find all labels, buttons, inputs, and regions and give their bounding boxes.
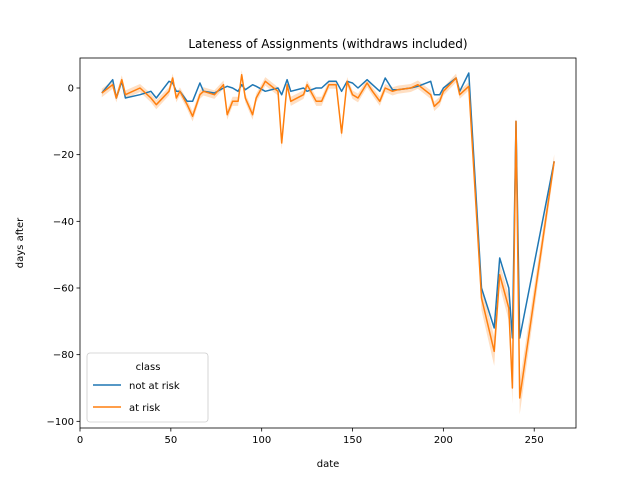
y-tick-label: 0: [68, 84, 74, 95]
series-line-not-at-risk: [101, 72, 555, 339]
x-tick-label: 100: [252, 435, 271, 446]
series-line-at-risk: [101, 73, 555, 399]
y-axis-ticks: 0 −20 −40 −60 −80 −100: [47, 84, 80, 428]
x-axis-label: date: [317, 459, 340, 470]
series-lines: [101, 72, 555, 399]
chart-title: Lateness of Assignments (withdraws inclu…: [188, 37, 467, 51]
legend-label-at-risk: at risk: [129, 403, 160, 414]
legend-label-not-at-risk: not at risk: [129, 381, 180, 392]
x-axis-ticks: 0 50 100 150 200 250: [77, 428, 544, 446]
x-tick-label: 50: [164, 435, 177, 446]
x-tick-label: 250: [525, 435, 544, 446]
y-axis-label: days after: [15, 217, 26, 268]
legend: class not at risk at risk: [86, 352, 209, 423]
y-tick-label: −20: [53, 150, 74, 161]
y-tick-label: −40: [53, 217, 74, 228]
x-tick-label: 200: [434, 435, 453, 446]
y-tick-label: −80: [53, 350, 74, 361]
legend-title: class: [136, 362, 161, 373]
y-tick-label: −60: [53, 284, 74, 295]
x-tick-label: 150: [343, 435, 362, 446]
legend-box: [86, 352, 209, 423]
x-tick-label: 0: [77, 435, 83, 446]
plot-frame: [79, 57, 577, 429]
y-tick-label: −100: [47, 417, 74, 428]
